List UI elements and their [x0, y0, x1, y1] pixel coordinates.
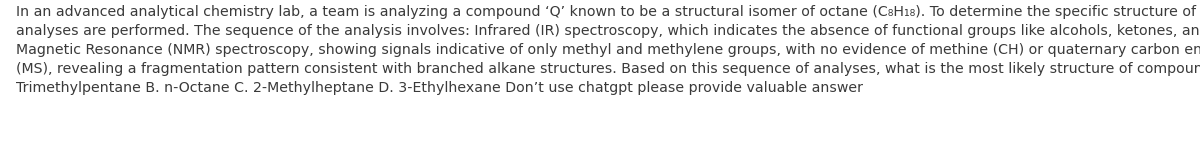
Text: In an advanced analytical chemistry lab, a team is analyzing a compound ‘Q’ know: In an advanced analytical chemistry lab,…	[16, 5, 1200, 95]
